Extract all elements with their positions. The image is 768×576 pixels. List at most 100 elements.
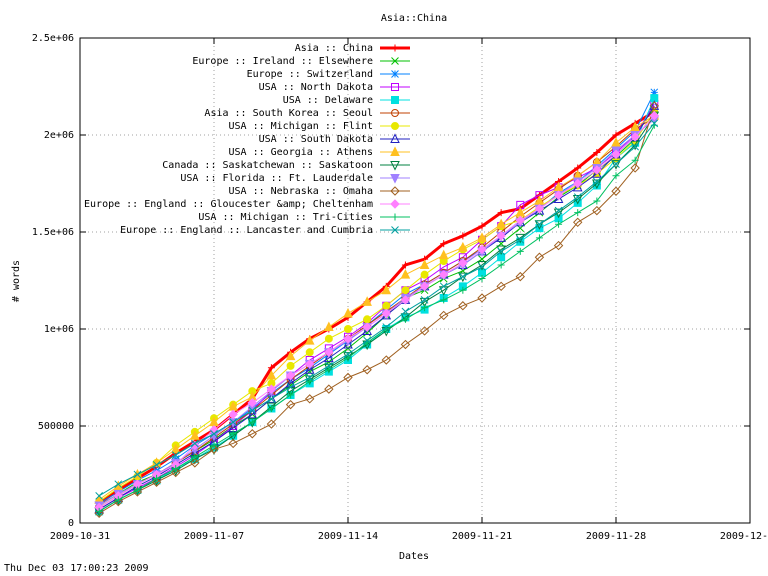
point-marker — [170, 443, 181, 454]
point-marker — [630, 132, 640, 142]
point-marker — [400, 295, 411, 305]
legend-marker — [391, 57, 399, 65]
point-marker — [612, 160, 620, 168]
point-marker — [285, 399, 296, 410]
legend-label: USA :: Delaware — [283, 95, 373, 106]
point-marker — [440, 296, 448, 304]
point-marker — [535, 220, 544, 229]
point-marker — [324, 384, 334, 394]
legend-marker — [391, 83, 399, 91]
legend-label: USA :: Michigan :: Tri-Cities — [198, 212, 373, 223]
point-marker — [362, 325, 372, 335]
point-marker — [266, 384, 277, 394]
point-marker — [400, 339, 411, 350]
point-marker — [210, 429, 218, 438]
point-marker — [114, 496, 122, 504]
point-marker — [171, 467, 181, 478]
point-marker — [266, 369, 277, 380]
legend-label: USA :: Nebraska :: Omaha — [229, 186, 374, 197]
y-tick-label: 500000 — [38, 421, 74, 432]
series-line — [98, 110, 656, 505]
point-marker — [382, 323, 391, 331]
point-marker — [478, 275, 486, 283]
point-marker — [287, 391, 295, 399]
point-marker — [95, 507, 103, 515]
point-marker — [343, 333, 353, 344]
series-line — [98, 105, 655, 514]
x-tick-label: 2009-12-05 — [720, 531, 768, 542]
point-marker — [573, 193, 582, 201]
point-marker — [400, 269, 411, 279]
legend-marker — [390, 146, 400, 156]
point-marker — [247, 398, 257, 408]
point-marker — [229, 418, 237, 426]
point-marker — [344, 350, 352, 359]
point-marker — [286, 361, 295, 370]
point-marker — [420, 270, 429, 279]
point-marker — [496, 218, 506, 229]
point-marker — [344, 354, 352, 362]
point-marker — [151, 477, 162, 487]
point-marker — [382, 301, 391, 310]
point-marker — [592, 205, 602, 216]
point-marker — [286, 383, 295, 392]
y-tick-label: 0 — [68, 518, 74, 529]
point-marker — [459, 286, 467, 294]
x-axis-label: Dates — [399, 551, 429, 562]
point-marker — [248, 387, 257, 396]
point-marker — [497, 261, 505, 269]
x-tick-label: 2009-11-21 — [452, 531, 512, 542]
point-marker — [401, 261, 409, 269]
point-marker — [381, 284, 392, 295]
point-marker — [247, 429, 257, 439]
point-marker — [362, 365, 372, 375]
legend-label: Canada :: Saskatchewan :: Saskatoon — [162, 160, 373, 171]
point-marker — [439, 282, 448, 291]
point-marker — [363, 336, 371, 345]
point-marker — [650, 88, 659, 97]
legend-label: Europe :: Switzerland — [247, 69, 373, 80]
point-marker — [631, 156, 639, 164]
point-marker — [496, 231, 506, 241]
point-marker — [420, 296, 429, 304]
point-marker — [305, 394, 315, 404]
legend-label: Europe :: England :: Lancaster and Cumbr… — [120, 225, 373, 236]
point-marker — [324, 347, 334, 357]
point-marker — [114, 480, 123, 489]
legend-marker — [390, 186, 400, 196]
point-marker — [401, 286, 410, 295]
point-marker — [95, 491, 103, 500]
legend-label: Asia :: South Korea :: Seoul — [204, 108, 373, 119]
point-marker — [630, 163, 640, 173]
legend-label: Europe :: England :: Gloucester &amp; Ch… — [84, 199, 373, 210]
point-marker — [458, 301, 468, 311]
legend-label: USA :: North Dakota — [259, 82, 373, 93]
series-line — [98, 125, 655, 512]
point-marker — [325, 362, 333, 370]
point-marker — [555, 220, 563, 228]
point-marker — [304, 335, 315, 345]
point-marker — [172, 465, 180, 473]
point-marker — [343, 325, 353, 333]
legend-marker — [390, 199, 400, 209]
point-marker — [439, 310, 449, 321]
point-marker — [573, 178, 583, 189]
point-marker — [630, 121, 640, 132]
point-marker — [458, 258, 468, 268]
point-marker — [611, 137, 621, 147]
point-marker — [247, 408, 258, 419]
point-marker — [267, 405, 275, 413]
point-marker — [593, 177, 601, 186]
legend-label: USA :: Michigan :: Flint — [229, 121, 374, 132]
point-marker — [649, 110, 659, 121]
point-marker — [304, 364, 315, 374]
point-marker — [593, 197, 601, 205]
point-marker — [190, 458, 200, 468]
point-marker — [631, 142, 639, 151]
legend-marker — [390, 174, 400, 184]
point-marker — [478, 263, 486, 271]
y-tick-label: 1e+06 — [44, 324, 74, 335]
point-marker — [363, 315, 372, 324]
point-marker — [592, 168, 602, 178]
